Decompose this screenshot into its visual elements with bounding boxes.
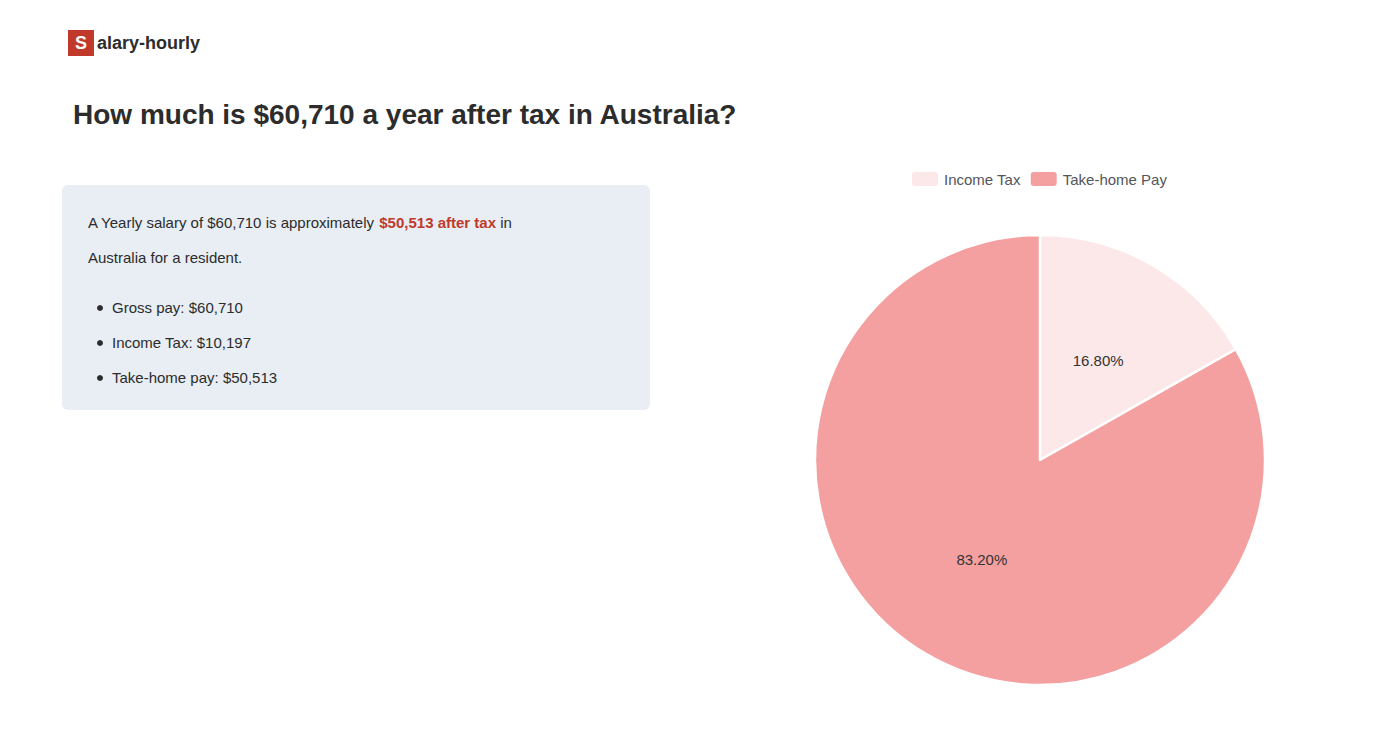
svg-text:16.80%: 16.80% (1073, 352, 1124, 369)
svg-text:Gross pay: $60,710: Gross pay: $60,710 (112, 299, 243, 316)
svg-text:S: S (75, 33, 87, 53)
svg-text:Australia for a resident.: Australia for a resident. (88, 249, 242, 266)
svg-text:Take-home Pay: Take-home Pay (1063, 171, 1168, 188)
svg-text:in: in (496, 214, 512, 231)
svg-text:Take-home pay: $50,513: Take-home pay: $50,513 (112, 369, 277, 386)
svg-text:A Yearly salary of $60,710 is: A Yearly salary of $60,710 is approximat… (88, 214, 378, 231)
svg-text:alary-hourly: alary-hourly (97, 33, 200, 53)
svg-text:Income Tax: $10,197: Income Tax: $10,197 (112, 334, 251, 351)
svg-text:Income Tax: Income Tax (944, 171, 1021, 188)
svg-text:How much is $60,710 a year aft: How much is $60,710 a year after tax in … (73, 99, 736, 130)
svg-text:$50,513 after tax: $50,513 after tax (379, 214, 496, 231)
svg-text:83.20%: 83.20% (956, 551, 1007, 568)
